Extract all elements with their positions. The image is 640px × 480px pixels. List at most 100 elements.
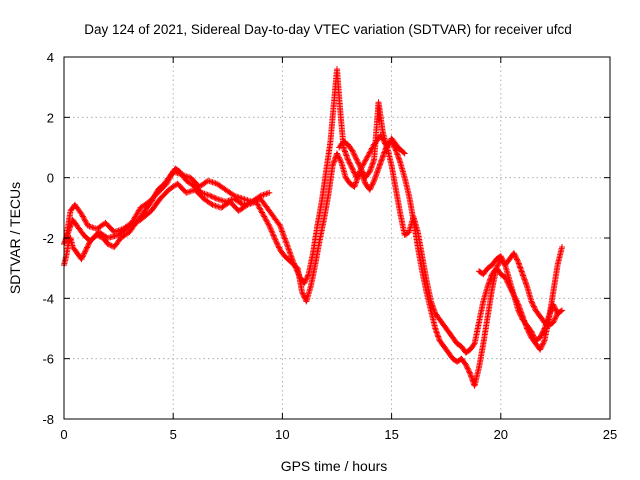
- data-point: [434, 328, 436, 329]
- data-point: [98, 231, 100, 233]
- data-point: [491, 273, 493, 275]
- data-point: [382, 131, 384, 133]
- y-tick-label: -2: [42, 231, 54, 246]
- data-point: [148, 201, 150, 203]
- data-point: [118, 234, 120, 236]
- data-point: [251, 201, 253, 203]
- data-point: [404, 234, 406, 236]
- data-point: [456, 343, 458, 345]
- data-point: [286, 243, 288, 245]
- data-point: [284, 255, 286, 257]
- data-point: [87, 225, 89, 227]
- data-point: [382, 156, 384, 158]
- data-point: [478, 270, 480, 272]
- data-point: [83, 234, 85, 236]
- data-point: [303, 282, 305, 284]
- data-point: [500, 255, 502, 257]
- data-point: [65, 255, 67, 257]
- data-point: [131, 222, 133, 224]
- data-point: [345, 177, 347, 179]
- data-point: [290, 261, 292, 263]
- data-point: [561, 246, 563, 248]
- data-point: [104, 222, 106, 224]
- data-point: [504, 276, 506, 278]
- data-point: [72, 246, 74, 248]
- data-point: [207, 180, 209, 182]
- data-point: [469, 349, 471, 351]
- data-point: [487, 267, 489, 269]
- data-point: [522, 315, 524, 317]
- data-point: [172, 171, 174, 173]
- data-point: [190, 177, 192, 179]
- plot-area: [61, 66, 565, 389]
- series-markers: [61, 66, 565, 389]
- data-point: [262, 213, 264, 215]
- x-tick-label: 0: [60, 427, 67, 442]
- data-point: [356, 159, 358, 161]
- series-1: [61, 66, 565, 389]
- data-point: [360, 168, 362, 170]
- data-point: [447, 331, 449, 333]
- data-point: [373, 180, 375, 182]
- data-point: [216, 183, 218, 185]
- data-point: [347, 143, 349, 145]
- data-point: [391, 165, 393, 167]
- data-point: [426, 279, 428, 281]
- data-point: [474, 343, 476, 345]
- data-point: [198, 186, 200, 188]
- data-point: [399, 213, 401, 215]
- data-point: [142, 213, 144, 215]
- data-point: [168, 189, 170, 191]
- data-point: [482, 273, 484, 275]
- data-point: [351, 168, 353, 170]
- data-point: [340, 162, 342, 164]
- data-point: [478, 321, 480, 323]
- axes: 0 5 10 15 20 25 -8 -6 -4 -2 0 2 4: [42, 50, 617, 442]
- chart-title: Day 124 of 2021, Sidereal Day-to-day VTE…: [84, 22, 571, 37]
- data-point: [107, 243, 109, 245]
- data-point: [404, 177, 406, 179]
- data-point: [174, 168, 176, 170]
- data-point: [513, 294, 515, 296]
- data-point: [157, 192, 159, 194]
- data-point: [443, 324, 445, 326]
- data-point: [139, 219, 141, 221]
- data-point: [301, 291, 303, 293]
- data-point: [260, 195, 262, 197]
- data-point: [539, 315, 541, 317]
- data-point: [339, 110, 341, 112]
- data-point: [460, 358, 462, 360]
- data-point: [399, 162, 401, 164]
- data-point: [319, 240, 321, 242]
- data-point: [482, 343, 484, 345]
- data-point: [460, 346, 462, 348]
- data-point: [395, 189, 397, 191]
- data-point: [209, 195, 211, 197]
- y-tick-label: -6: [42, 352, 54, 367]
- data-point: [487, 315, 489, 317]
- data-point: [74, 204, 76, 206]
- data-point: [465, 364, 467, 366]
- data-point: [364, 183, 366, 185]
- x-tick-label: 20: [494, 427, 508, 442]
- data-point: [323, 219, 325, 221]
- data-point: [238, 210, 240, 212]
- y-tick-label: 4: [47, 50, 54, 65]
- data-point: [504, 264, 506, 266]
- data-point: [343, 147, 345, 148]
- data-point: [377, 101, 379, 103]
- data-point: [343, 140, 345, 142]
- data-point: [279, 249, 281, 251]
- data-point: [279, 225, 281, 227]
- data-point: [561, 309, 563, 311]
- data-point: [367, 156, 369, 158]
- data-point: [268, 225, 270, 227]
- data-point: [194, 189, 196, 191]
- data-point: [220, 207, 222, 209]
- data-point: [548, 318, 550, 320]
- data-point: [412, 216, 414, 218]
- data-point: [543, 340, 545, 342]
- data-point: [539, 349, 541, 351]
- y-axis-label: SDTVAR / TECUs: [7, 182, 23, 294]
- data-point: [203, 198, 205, 200]
